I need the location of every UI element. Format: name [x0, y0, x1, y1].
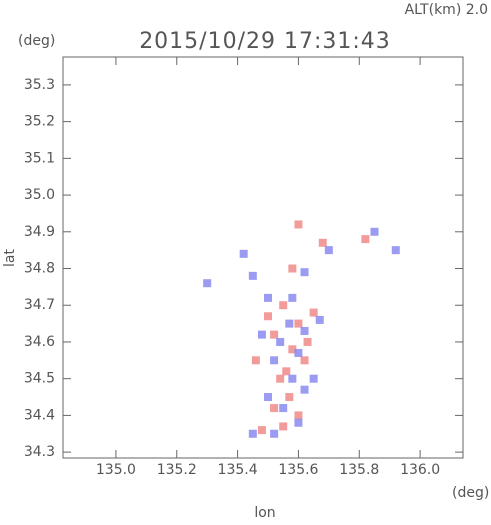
y-tick-label: 35.3 — [24, 77, 55, 93]
radar-cell — [264, 312, 273, 321]
radar-cell — [264, 293, 273, 302]
radar-cell — [248, 429, 257, 438]
y-tick-label: 34.3 — [24, 444, 55, 460]
annotation: ALT(km) 2.0 — [405, 2, 488, 18]
radar-cell — [276, 374, 285, 383]
radar-cell — [282, 367, 291, 376]
radar-cell — [279, 301, 288, 310]
radar-cell — [203, 279, 212, 288]
radar-cell — [288, 293, 297, 302]
radar-cell — [270, 356, 279, 365]
y-axis-label: lat — [2, 249, 18, 267]
y-tick-label: 34.6 — [24, 334, 55, 350]
radar-cell — [264, 393, 273, 402]
radar-cell — [279, 404, 288, 413]
y-tick-label: 34.4 — [24, 407, 55, 423]
x-tick-label: 135.4 — [218, 462, 258, 478]
radar-cell — [288, 374, 297, 383]
y-tick-label: 35.1 — [24, 150, 55, 166]
y-tick-label: 35.2 — [24, 114, 55, 130]
x-tick-label: 135.6 — [278, 462, 318, 478]
x-tick-label: 135.8 — [339, 462, 379, 478]
radar-cell — [270, 404, 279, 413]
radar-cell — [257, 426, 266, 435]
radar-cell — [318, 238, 327, 247]
radar-cell — [294, 418, 303, 427]
radar-cell — [248, 271, 257, 280]
radar-cell — [257, 330, 266, 339]
y-tick-label: 34.7 — [24, 297, 55, 313]
radar-cell — [288, 345, 297, 354]
radar-cell — [300, 356, 309, 365]
radar-cell — [300, 326, 309, 335]
radar-cell — [294, 411, 303, 420]
radar-cell — [288, 264, 297, 273]
radar-cell — [251, 356, 260, 365]
x-tick-label: 136.0 — [400, 462, 440, 478]
radar-cell — [300, 385, 309, 394]
y-tick-label: 35.0 — [24, 187, 55, 203]
radar-cell — [294, 319, 303, 328]
radar-cell — [294, 220, 303, 229]
radar-cell — [294, 348, 303, 357]
radar-cell — [309, 308, 318, 317]
plot-frame — [62, 56, 464, 459]
radar-cell — [370, 227, 379, 236]
chart-title: 2015/10/29 17:31:43 — [139, 29, 391, 54]
radar-cell — [361, 235, 370, 244]
radar-cell — [270, 429, 279, 438]
x-tick-label: 135.0 — [96, 462, 136, 478]
radar-cell — [309, 374, 318, 383]
radar-cell — [285, 393, 294, 402]
radar-cell — [324, 246, 333, 255]
radar-cell — [315, 315, 324, 324]
x-axis-label: lon — [254, 505, 275, 521]
radar-cell — [239, 249, 248, 258]
radar-cell — [303, 337, 312, 346]
y-tick-label: 34.5 — [24, 371, 55, 387]
radar-cell — [276, 337, 285, 346]
x-tick-label: 135.2 — [157, 462, 197, 478]
y-unit: (deg) — [18, 33, 55, 49]
y-tick-label: 34.8 — [24, 261, 55, 277]
radar-cell — [270, 330, 279, 339]
radar-cell — [285, 319, 294, 328]
y-tick-label: 34.9 — [24, 224, 55, 240]
radar-cell — [279, 422, 288, 431]
radar-cell — [391, 246, 400, 255]
radar-cell — [300, 268, 309, 277]
x-unit: (deg) — [452, 485, 489, 501]
